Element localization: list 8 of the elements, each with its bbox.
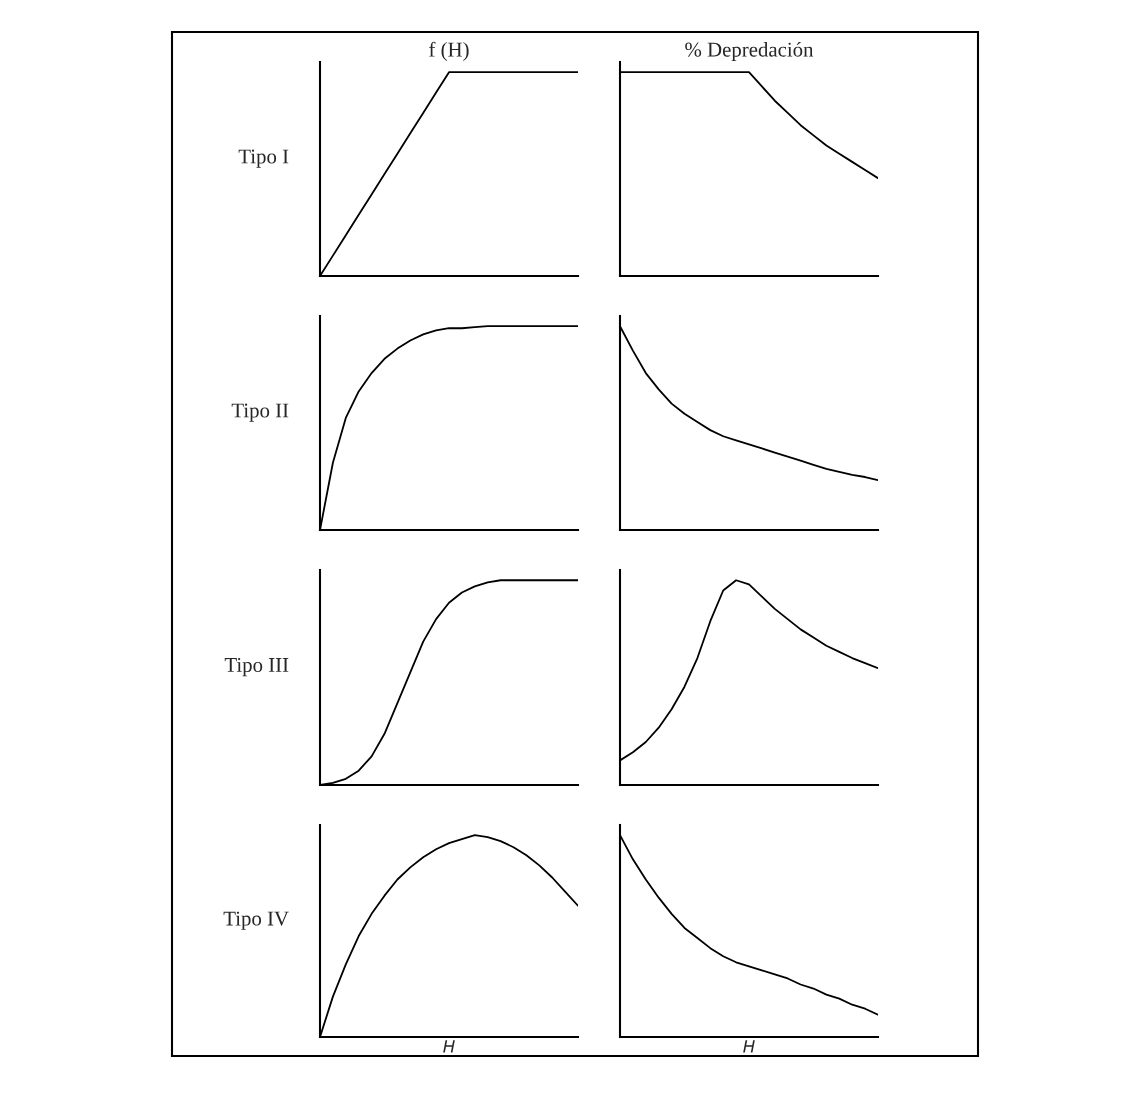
x-axis-title: H — [443, 1040, 455, 1053]
y-axis-title: Tipo IV — [223, 911, 289, 930]
chart-title: f (H) — [429, 41, 469, 61]
y-axis-title: Tipo I — [238, 149, 289, 168]
chart-title: % Depredación — [685, 41, 814, 61]
y-axis-title: Tipo II — [231, 403, 289, 422]
y-axis-title: Tipo III — [224, 657, 289, 677]
x-axis-title: H — [743, 1040, 755, 1053]
